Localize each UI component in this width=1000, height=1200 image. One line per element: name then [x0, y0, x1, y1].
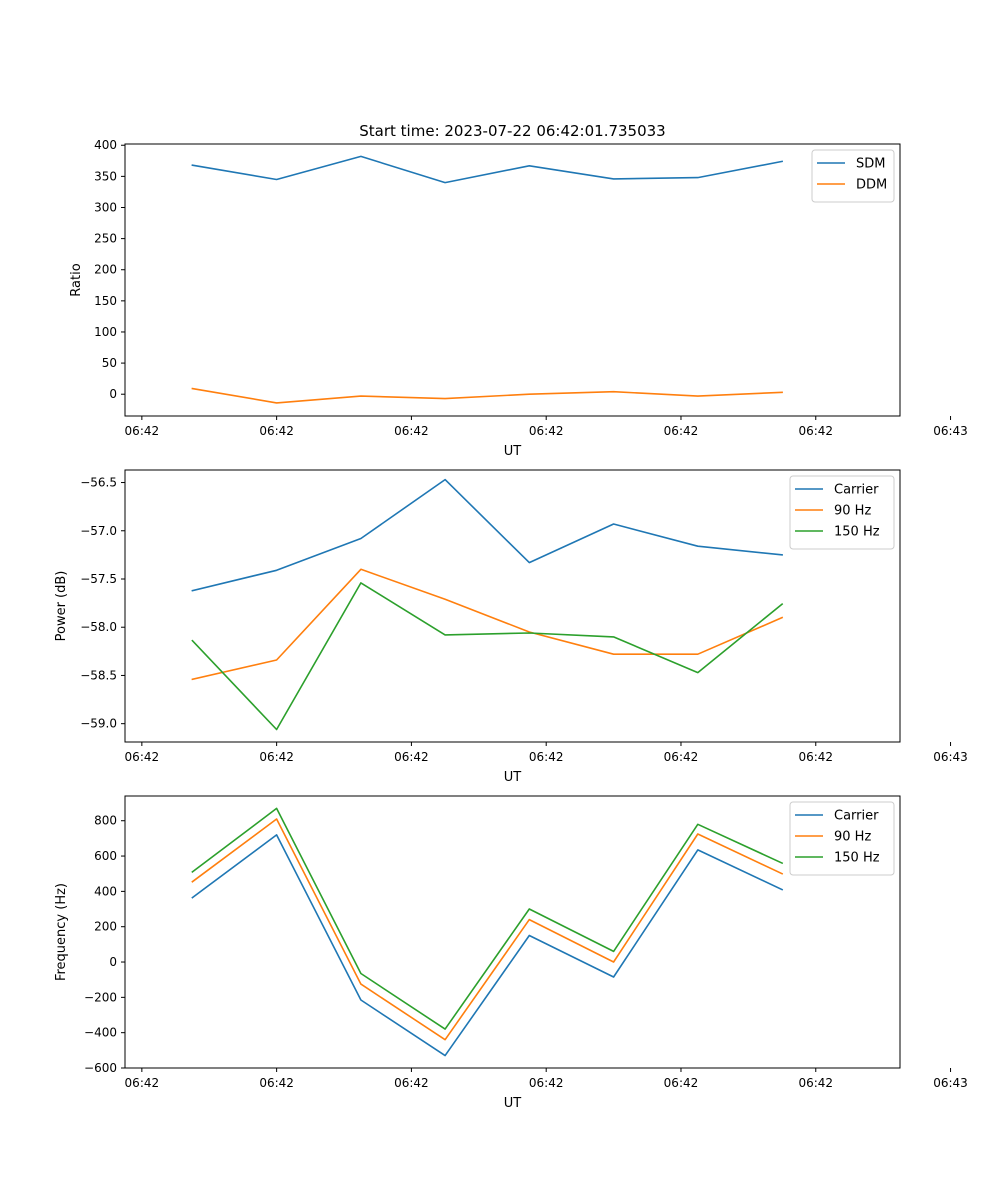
series-line-carrier	[191, 478, 783, 592]
y-tick-label: 300	[94, 200, 117, 214]
x-tick-label: 06:42	[394, 424, 429, 438]
x-tick-label: 06:42	[798, 750, 833, 764]
y-tick-label: −58.0	[80, 620, 117, 634]
series-line-sdm	[191, 155, 784, 184]
series-line-carrier	[191, 834, 784, 1057]
x-tick-label: 06:43	[933, 424, 968, 438]
y-tick-label: 350	[94, 169, 117, 183]
chart-panel-2: 06:42 06:42 06:42 06:42 06:42 06:42 06:43 −59.0…	[54, 469, 968, 785]
series-line-90-hz	[191, 568, 784, 681]
legend-label: 90 Hz	[834, 504, 871, 519]
y-tick-label: 50	[102, 356, 117, 370]
x-tick-label: 06:42	[125, 750, 160, 764]
x-tick-label: 06:42	[259, 750, 294, 764]
chart-panel-3: 06:42 06:42 06:42 06:42 06:42 06:42 06:43 −600 −…	[54, 795, 968, 1111]
x-tick-label: 06:42	[529, 424, 564, 438]
legend-label: 90 Hz	[834, 830, 871, 845]
x-tick-label: 06:42	[125, 1076, 160, 1090]
y-tick-label: 150	[94, 294, 117, 308]
legend-label: 150 Hz	[834, 525, 880, 540]
legend-label: DDM	[856, 178, 887, 193]
legend-label: 150 Hz	[834, 851, 880, 866]
series-line-150-hz	[191, 582, 784, 731]
y-tick-label: −59.0	[80, 717, 117, 731]
y-tick-label: −200	[84, 990, 117, 1004]
y-tick-label: −600	[84, 1061, 117, 1075]
x-tick-label: 06:42	[394, 750, 429, 764]
chart-panels: 06:42 06:42 06:42 06:42 06:42 06:42 06:43 0 50 10…	[54, 138, 968, 1111]
x-tick-label: 06:42	[259, 424, 294, 438]
x-tick-label: 06:42	[529, 1076, 564, 1090]
y-tick-label: 600	[94, 849, 117, 863]
x-axis-label: UT	[504, 770, 522, 785]
x-axis-label: UT	[504, 444, 522, 459]
chart-panel-1: 06:42 06:42 06:42 06:42 06:42 06:42 06:43 0 50 10…	[69, 138, 968, 459]
y-tick-label: 250	[94, 232, 117, 246]
y-axis-label: Frequency (Hz)	[54, 883, 69, 981]
x-tick-label: 06:42	[664, 424, 699, 438]
y-tick-label: −57.5	[80, 572, 117, 586]
x-tick-label: 06:42	[394, 1076, 429, 1090]
plot-area	[124, 469, 901, 743]
y-tick-label: 200	[94, 920, 117, 934]
legend-label: Carrier	[834, 483, 879, 498]
y-tick-label: 200	[94, 263, 117, 277]
x-tick-label: 06:42	[798, 1076, 833, 1090]
y-tick-label: −400	[84, 1026, 117, 1040]
legend-label: Carrier	[834, 809, 879, 824]
x-tick-label: 06:42	[259, 1076, 294, 1090]
y-axis-label: Power (dB)	[54, 571, 69, 642]
y-tick-label: 0	[109, 387, 117, 401]
x-tick-label: 06:42	[664, 1076, 699, 1090]
y-axis-label: Ratio	[69, 263, 84, 296]
x-tick-label: 06:42	[664, 750, 699, 764]
x-tick-label: 06:43	[933, 1076, 968, 1090]
x-tick-label: 06:42	[529, 750, 564, 764]
y-tick-label: 100	[94, 325, 117, 339]
x-tick-label: 06:42	[798, 424, 833, 438]
figure-title: Start time: 2023-07-22 06:42:01.735033	[359, 122, 665, 140]
y-tick-label: 800	[94, 814, 117, 828]
y-tick-label: −57.0	[80, 524, 117, 538]
series-line-150-hz	[191, 807, 784, 1030]
x-tick-label: 06:42	[125, 424, 160, 438]
y-tick-label: −56.5	[80, 476, 117, 490]
y-tick-label: −58.5	[80, 668, 117, 682]
y-tick-label: 400	[94, 884, 117, 898]
series-line-90-hz	[191, 818, 784, 1041]
y-tick-label: 0	[109, 955, 117, 969]
series-line-ddm	[191, 387, 783, 404]
x-axis-label: UT	[504, 1096, 522, 1111]
y-tick-label: 400	[94, 138, 117, 152]
legend-label: SDM	[856, 157, 885, 172]
plot-area	[124, 143, 901, 417]
x-tick-label: 06:43	[933, 750, 968, 764]
